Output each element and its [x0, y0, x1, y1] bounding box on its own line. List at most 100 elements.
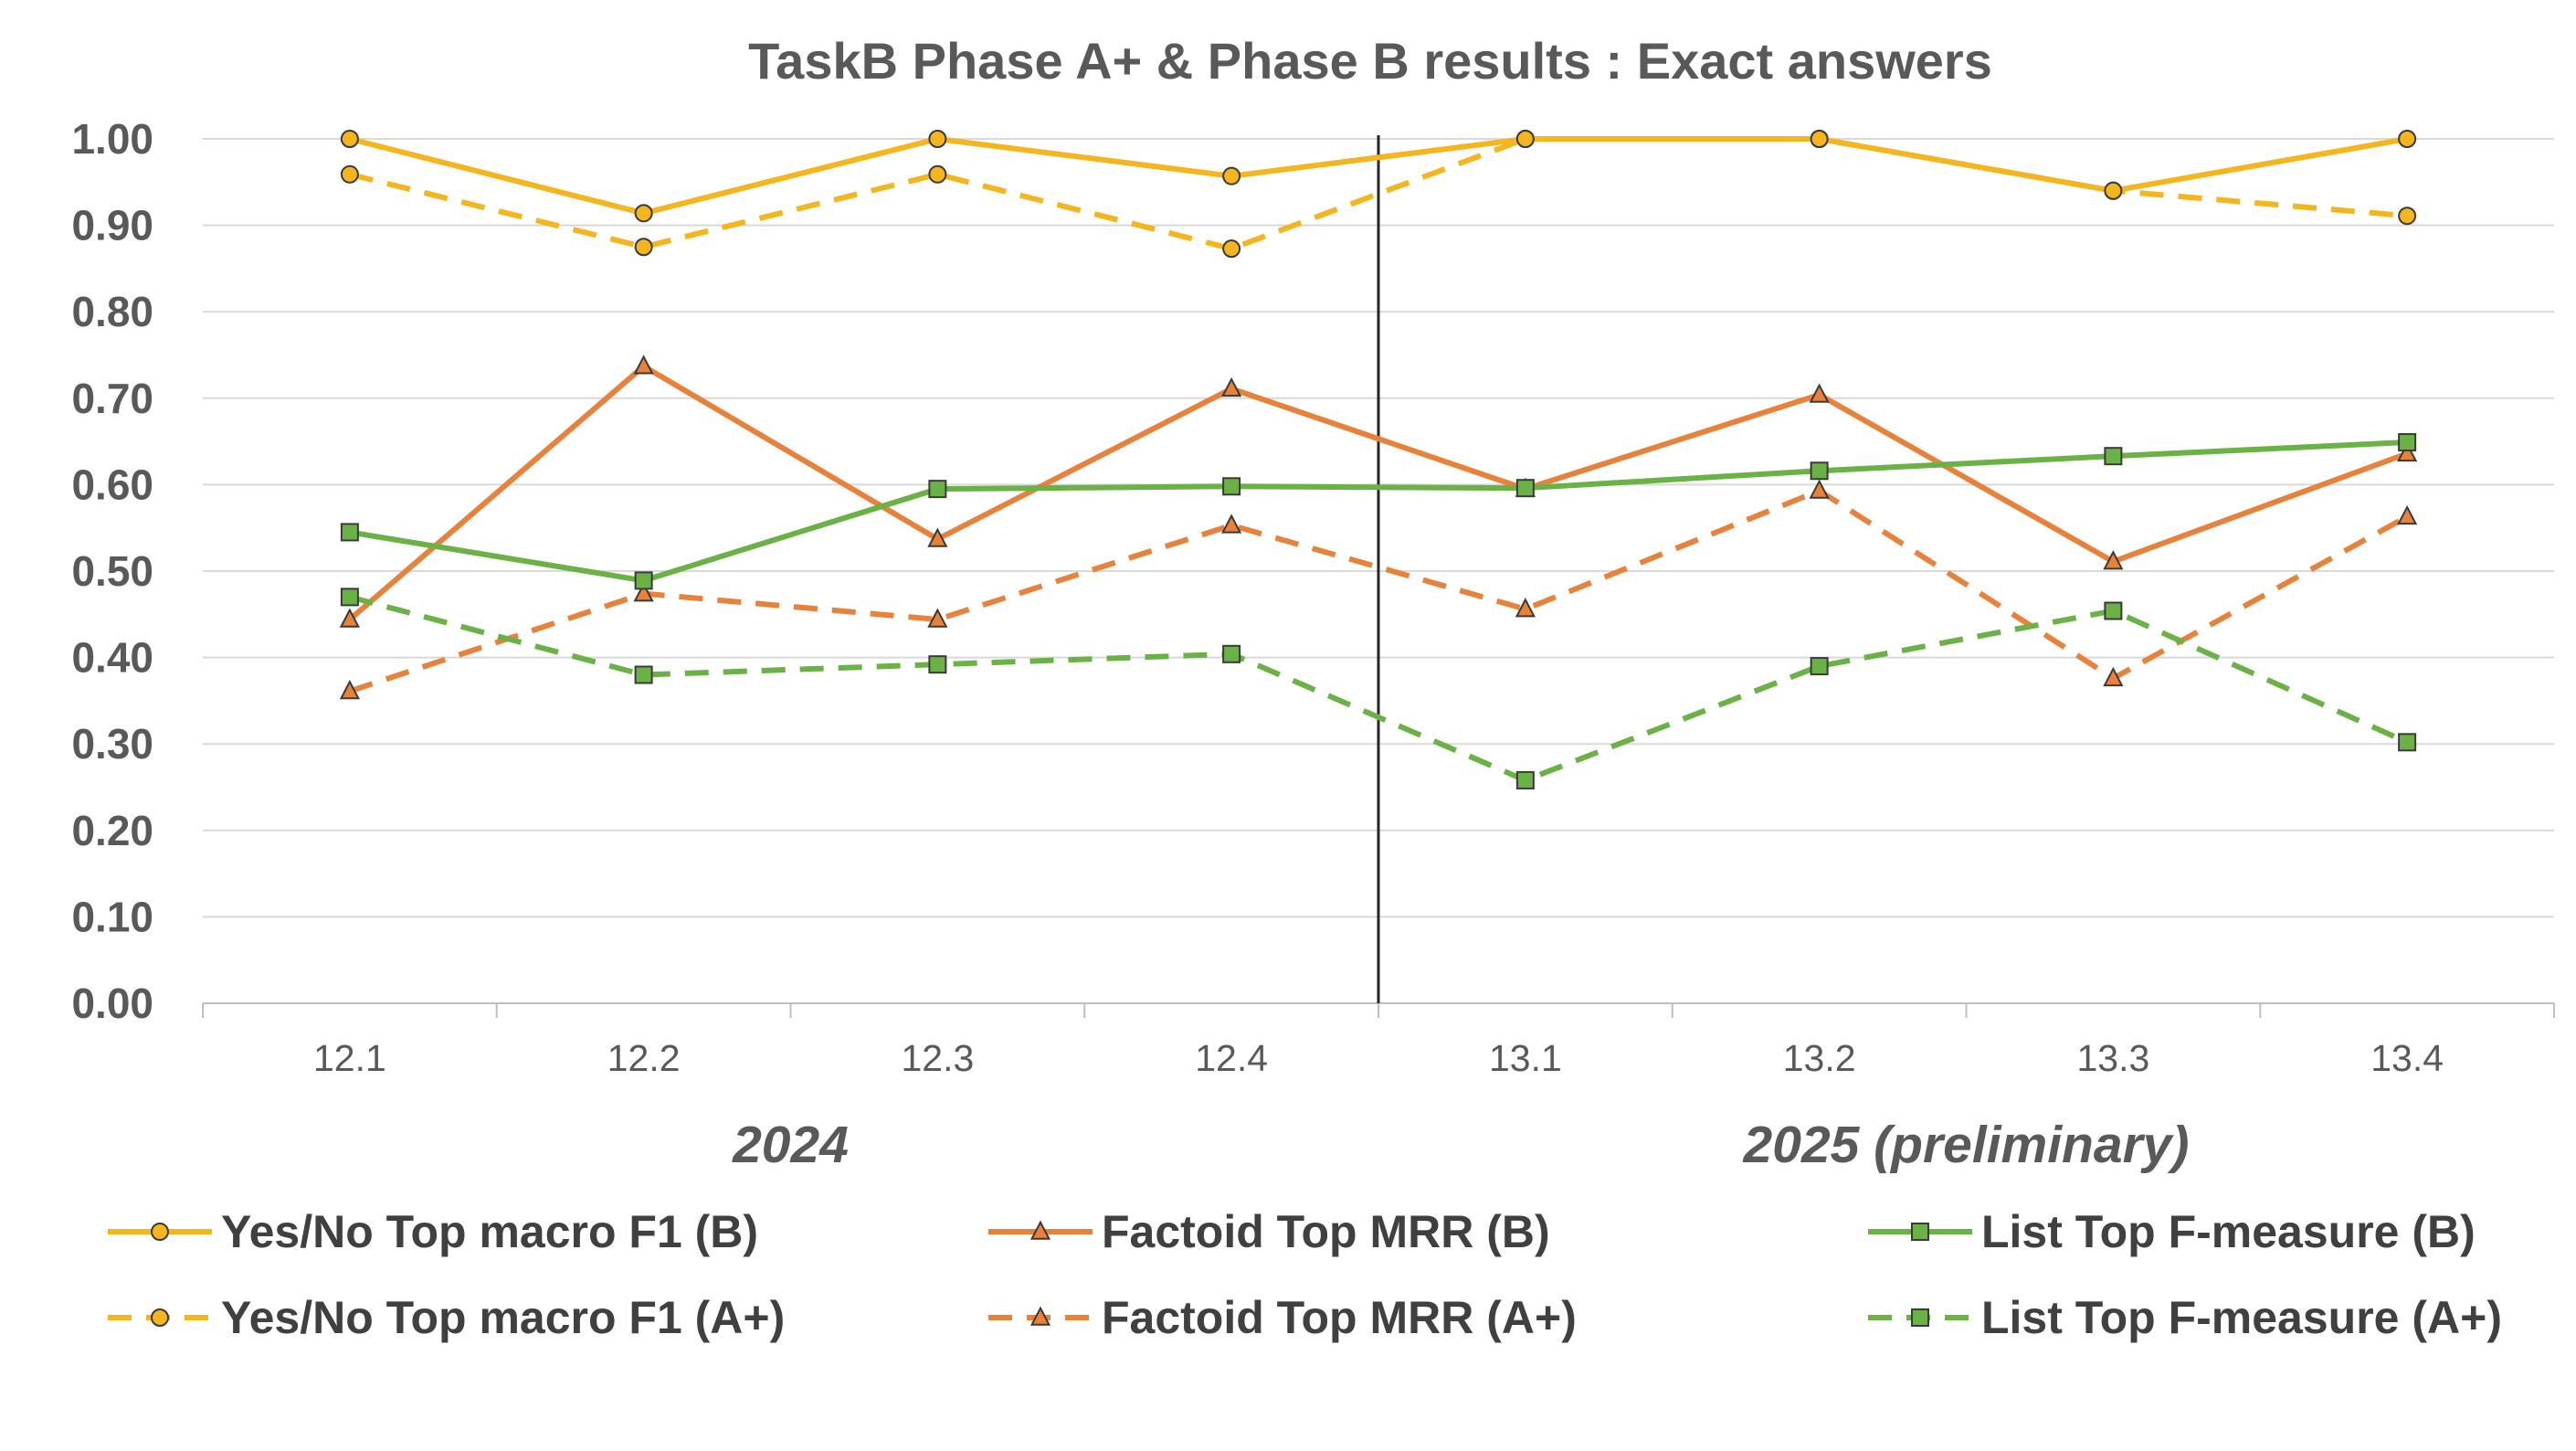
y-tick-label: 0.70: [71, 375, 153, 422]
data-point: [928, 480, 947, 499]
series-3: [339, 479, 2418, 700]
x-tick-label: 12.4: [1195, 1037, 1268, 1079]
legend-item-2: Factoid Top MRR (B): [988, 1206, 1550, 1257]
series-4: [340, 433, 2417, 590]
y-tick-label: 0.00: [71, 980, 153, 1027]
data-point: [2398, 130, 2417, 148]
legend-item-1: Yes/No Top macro F1 (A+): [108, 1292, 785, 1343]
legend-swatch-marker: [1029, 1220, 1051, 1240]
y-tick-label: 1.00: [71, 115, 153, 163]
data-point: [633, 355, 654, 375]
y-tick-label: 0.10: [71, 893, 153, 940]
legend-label: Factoid Top MRR (B): [1102, 1206, 1550, 1257]
legend-swatch-marker: [1029, 1306, 1051, 1326]
data-point: [2398, 433, 2417, 452]
series-5: [340, 588, 2417, 789]
series-line: [348, 488, 2409, 694]
legend-swatch-marker: [151, 1308, 169, 1327]
x-group-labels: 2024 2025 (preliminary): [732, 1116, 2189, 1174]
data-point: [1221, 376, 1242, 397]
data-point: [927, 608, 948, 628]
y-tick-label: 0.30: [71, 720, 153, 768]
legend-swatch-marker: [151, 1223, 169, 1241]
y-tick-label: 0.20: [71, 807, 153, 854]
legend-label: Yes/No Top macro F1 (B): [221, 1206, 758, 1257]
data-point: [2104, 601, 2123, 620]
series-line: [349, 440, 2408, 584]
data-point: [340, 130, 359, 148]
data-point: [339, 679, 360, 700]
data-point: [2103, 666, 2124, 687]
x-tick-label: 12.1: [313, 1037, 386, 1079]
data-point: [1515, 479, 1535, 498]
series-1: [340, 130, 2417, 259]
legend-label: Yes/No Top macro F1 (A+): [221, 1292, 785, 1343]
data-point: [634, 665, 653, 684]
x-tick-label: 12.3: [901, 1037, 974, 1079]
data-point: [2398, 733, 2417, 752]
x-axis: [202, 135, 2555, 1018]
data-point: [2397, 441, 2418, 462]
series-2: [339, 355, 2418, 628]
x-group-label: 2025 (preliminary): [1743, 1116, 2190, 1174]
data-point: [927, 527, 948, 547]
data-point: [340, 588, 359, 607]
legend-item-0: Yes/No Top macro F1 (B): [108, 1206, 758, 1257]
legend: Yes/No Top macro F1 (B) Factoid Top MRR (…: [108, 1206, 2502, 1343]
data-point: [633, 582, 654, 602]
legend-label: List Top F-measure (B): [1981, 1206, 2476, 1257]
data-point: [634, 571, 653, 590]
legend-item-5: List Top F-measure (A+): [1868, 1292, 2502, 1343]
data-point: [1515, 130, 1535, 148]
data-point: [1222, 477, 1241, 496]
data-point: [1222, 239, 1241, 259]
y-tick-labels: 0.00 0.10 0.20 0.30 0.40 0.50 0.60 0.70 0.80 0.90…: [71, 115, 153, 1027]
data-point: [1810, 657, 1829, 676]
y-tick-label: 0.60: [71, 461, 153, 508]
legend-swatch-marker: [1911, 1223, 1929, 1241]
data-point: [2398, 207, 2417, 226]
data-point: [339, 608, 360, 628]
series-line: [347, 363, 2409, 622]
data-point: [1221, 514, 1242, 534]
data-point: [928, 164, 947, 184]
series-lines: [339, 130, 2418, 789]
data-point: [2104, 447, 2123, 466]
legend-swatch-marker: [1911, 1308, 1929, 1327]
data-point: [928, 130, 947, 148]
data-point: [1809, 479, 1830, 499]
legend-label: Factoid Top MRR (A+): [1102, 1292, 1577, 1343]
x-tick-label: 13.4: [2370, 1037, 2444, 1079]
y-tick-label: 0.80: [71, 288, 153, 335]
data-point: [340, 523, 359, 542]
data-point: [1515, 598, 1536, 618]
data-point: [2104, 181, 2123, 200]
data-point: [1222, 166, 1241, 185]
y-tick-label: 0.40: [71, 634, 153, 682]
series-line: [349, 136, 2408, 252]
data-point: [340, 164, 359, 184]
y-tick-label: 0.90: [71, 202, 153, 249]
data-point: [634, 204, 653, 223]
x-tick-label: 12.2: [607, 1037, 681, 1079]
legend-item-4: List Top F-measure (B): [1868, 1206, 2476, 1257]
x-tick-labels: 12.1 12.2 12.3 12.4 13.1 13.2 13.3 13.4: [313, 1037, 2444, 1079]
y-tick-label: 0.50: [71, 547, 153, 595]
legend-label: List Top F-measure (A+): [1981, 1292, 2502, 1343]
x-tick-label: 13.2: [1783, 1037, 1856, 1079]
series-line: [349, 594, 2409, 783]
x-tick-label: 13.3: [2076, 1037, 2149, 1079]
data-point: [2397, 504, 2418, 525]
data-point: [2103, 550, 2124, 570]
data-point: [1810, 461, 1829, 481]
data-point: [1810, 130, 1829, 148]
x-tick-label: 13.1: [1489, 1037, 1562, 1079]
data-point: [1809, 383, 1830, 403]
data-point: [634, 238, 653, 257]
x-group-label: 2024: [732, 1116, 849, 1174]
data-point: [1222, 644, 1241, 663]
data-point: [928, 655, 947, 674]
legend-item-3: Factoid Top MRR (A+): [988, 1292, 1577, 1343]
chart-title: TaskB Phase A+ & Phase B results : Exact…: [748, 32, 1992, 90]
